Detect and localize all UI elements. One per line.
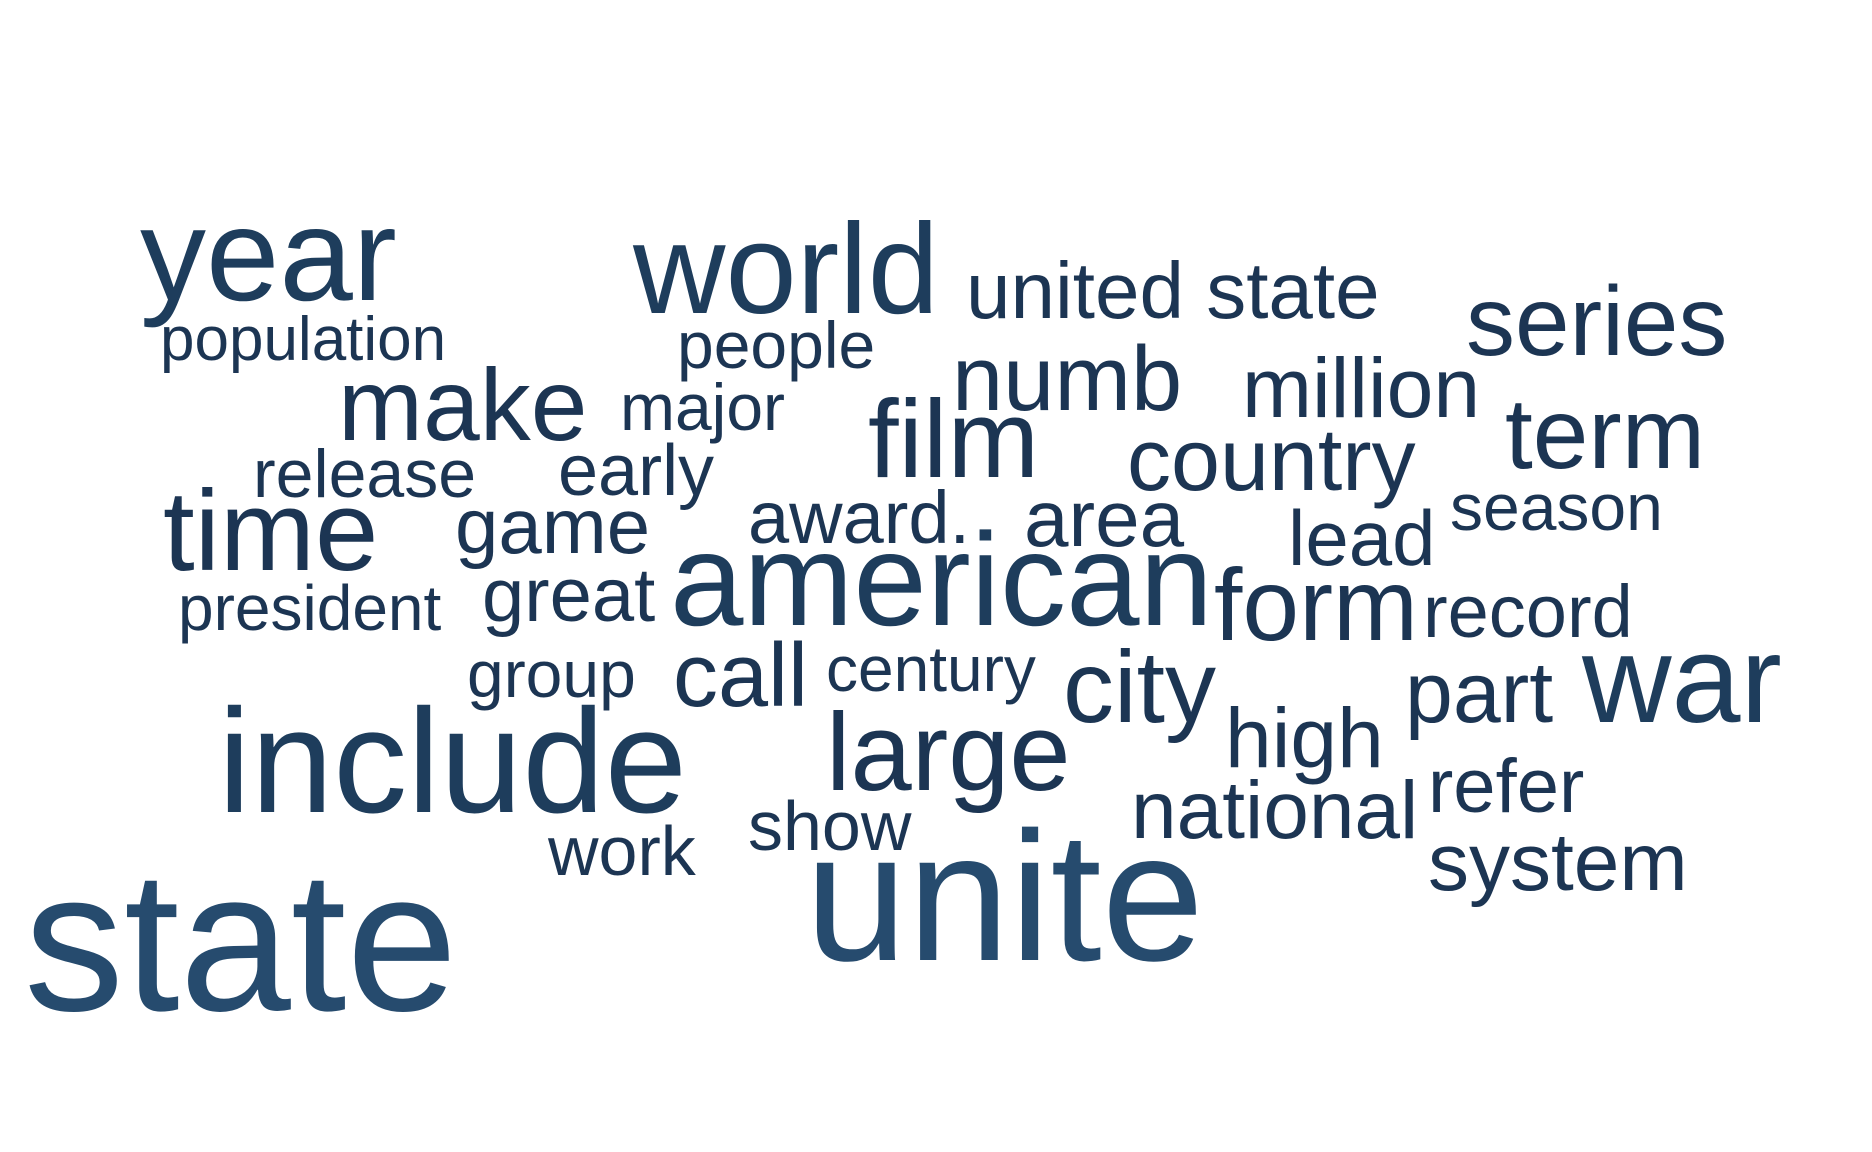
- word-refer: refer: [1428, 744, 1584, 829]
- word-time: time: [163, 468, 378, 595]
- word-release: release: [253, 436, 476, 512]
- word-united-state: united state: [966, 246, 1380, 335]
- word-area: area: [1024, 474, 1185, 563]
- word-award: award.: [748, 476, 970, 559]
- word-form: form: [1214, 548, 1418, 662]
- word-lead: lead: [1288, 494, 1435, 582]
- word-president: president: [178, 572, 442, 644]
- word-year: year: [140, 181, 397, 328]
- word-term: term: [1505, 378, 1705, 490]
- word-state: state: [24, 830, 458, 1053]
- word-game: game: [455, 482, 650, 570]
- word-record: record: [1423, 570, 1633, 653]
- word-make: make: [338, 348, 587, 462]
- word-series: series: [1466, 266, 1727, 376]
- word-season: season: [1450, 470, 1663, 544]
- word-film: film: [868, 378, 1039, 501]
- word-high: high: [1225, 691, 1384, 785]
- word-country: country: [1127, 410, 1416, 509]
- word-include: include: [218, 679, 687, 844]
- word-system: system: [1428, 817, 1688, 908]
- word-unite: unite: [805, 793, 1204, 999]
- word-war: war: [1581, 611, 1782, 749]
- word-million: million: [1242, 341, 1480, 435]
- word-world: world: [632, 198, 939, 341]
- word-century: century: [826, 633, 1036, 705]
- word-major: major: [620, 370, 785, 444]
- word-group: group: [467, 637, 636, 711]
- word-great: great: [482, 553, 655, 638]
- word-work: work: [547, 812, 697, 890]
- word-city: city: [1063, 630, 1216, 744]
- word-national: national: [1131, 765, 1418, 856]
- word-part: part: [1405, 645, 1553, 741]
- word-early: early: [558, 431, 714, 511]
- word-large: large: [826, 691, 1071, 814]
- word-numb: numb: [952, 328, 1182, 430]
- word-american: american: [670, 506, 1213, 653]
- word-call: call: [673, 626, 808, 726]
- word-people: people: [677, 308, 875, 382]
- word-population: population: [160, 305, 446, 374]
- word-show: show: [748, 787, 912, 865]
